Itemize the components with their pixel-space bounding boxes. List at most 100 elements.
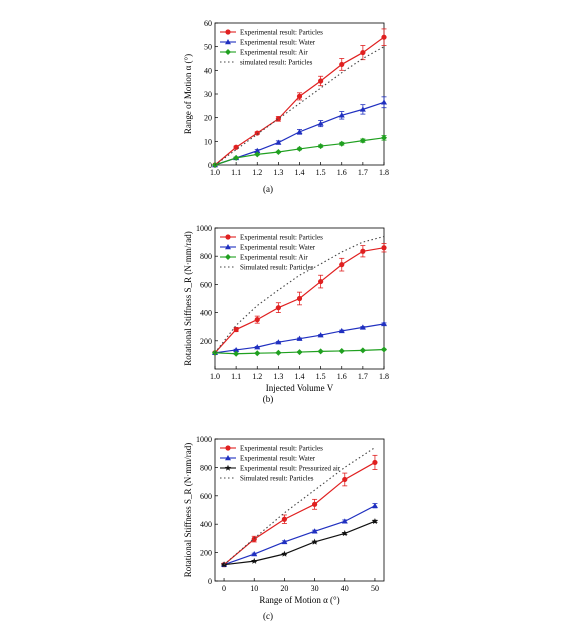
y-tick-label: 0 [208,577,212,586]
series-line [214,46,385,166]
data-point [296,335,303,341]
data-point [225,39,231,45]
data-point [317,332,324,338]
caption-a: (a) [263,184,273,194]
y-tick-label: 40 [204,66,212,75]
legend: Experimental result: Particles Experiment… [220,234,323,272]
y-axis-title: Range of Motion α (°) [183,54,193,134]
legend-label: Experimental result: Particles [240,445,323,453]
series-line [223,447,376,566]
data-point [251,536,257,542]
y-tick-label: 200 [200,337,212,346]
data-point [225,254,231,260]
data-point [275,349,282,356]
x-tick-label: 1.7 [358,168,368,177]
data-point [372,459,378,466]
y-tick-label: 1000 [196,224,212,233]
data-point [254,317,260,323]
data-point [275,139,282,145]
legend-label: simulated result: Particles [240,59,313,67]
legend-label: Experimental result: Particles [240,234,323,242]
legend-label: Experimental result: Air [240,49,308,57]
y-tick-label: 400 [200,309,212,318]
x-tick-label: 1.1 [231,372,241,381]
data-point [338,140,345,147]
data-point [381,320,387,327]
x-tick-label: 1.4 [295,168,305,177]
series-line [214,235,385,354]
data-point [296,295,303,302]
y-axis-title: Rotational Stiffness S_R (N·mm/rad) [183,443,193,578]
x-tick-label: 1.3 [273,372,283,381]
y-tick-label: 600 [200,280,212,289]
data-point [381,346,387,353]
chart-c: 0 10 20 30 40 50 0 200 400 600 800 1000 Range of Mot… [183,435,385,605]
x-tick-label: 1.3 [273,168,283,177]
legend-label: Simulated result: Particles [240,264,314,272]
data-point [317,348,324,355]
data-point [359,137,366,144]
series-line [223,505,376,566]
data-point [381,34,387,40]
y-tick-label: 600 [200,492,212,501]
data-point [359,106,366,112]
data-point [275,148,282,155]
data-point [233,144,239,150]
y-tick-label: 1000 [196,435,212,444]
data-point [339,262,345,268]
data-point [311,538,318,545]
data-point [296,93,303,99]
data-point [341,518,348,524]
data-point [225,49,231,55]
data-point [275,305,281,311]
data-point [254,147,261,153]
data-point [360,248,366,254]
legend: Experimental result: Particles Experiment… [220,445,341,483]
x-tick-label: 30 [311,584,319,593]
series-2 [220,517,379,568]
data-point [254,151,261,158]
data-point [318,78,324,84]
data-point [359,347,366,354]
legend-label: Experimental result: Pressurized air [240,465,341,473]
series-2 [212,134,387,168]
x-axis-title: Injected Volume V [266,383,334,393]
data-point [338,347,345,354]
data-point [296,349,303,356]
x-tick-label: 20 [280,584,288,593]
data-point [318,278,324,285]
caption-b: (b) [263,394,274,404]
y-tick-label: 800 [200,252,212,261]
legend-label: Experimental result: Water [240,39,316,47]
legend-label: Simulated result: Particles [240,475,314,483]
x-tick-label: 1.0 [210,168,220,177]
data-point [371,517,379,525]
data-point [251,551,258,557]
series-1 [212,96,387,168]
data-point [311,501,318,507]
data-point [225,29,231,35]
y-tick-label: 200 [200,549,212,558]
data-point [225,234,231,240]
x-tick-label: 0 [222,584,226,593]
x-tick-label: 40 [341,584,349,593]
legend-label: Experimental result: Particles [240,29,323,37]
data-point [296,128,303,135]
x-tick-label: 1.4 [295,372,305,381]
x-tick-label: 1.2 [252,168,262,177]
x-tick-label: 50 [371,584,379,593]
legend-label: Experimental result: Water [240,244,316,252]
data-point [296,145,303,152]
caption-c: (c) [263,611,273,621]
series-1 [221,502,378,567]
x-tick-label: 1.7 [358,372,368,381]
x-tick-label: 1.5 [316,168,326,177]
legend-label: Experimental result: Air [240,254,308,262]
y-tick-label: 50 [204,43,212,52]
data-point [381,245,387,251]
data-point [281,538,288,545]
series-2 [212,346,387,357]
chart-b: 1.0 1.1 1.2 1.3 1.4 1.5 1.6 1.7 1.8 200 400 600 800 1… [183,224,389,393]
data-point [233,326,239,333]
y-tick-label: 30 [204,90,212,99]
